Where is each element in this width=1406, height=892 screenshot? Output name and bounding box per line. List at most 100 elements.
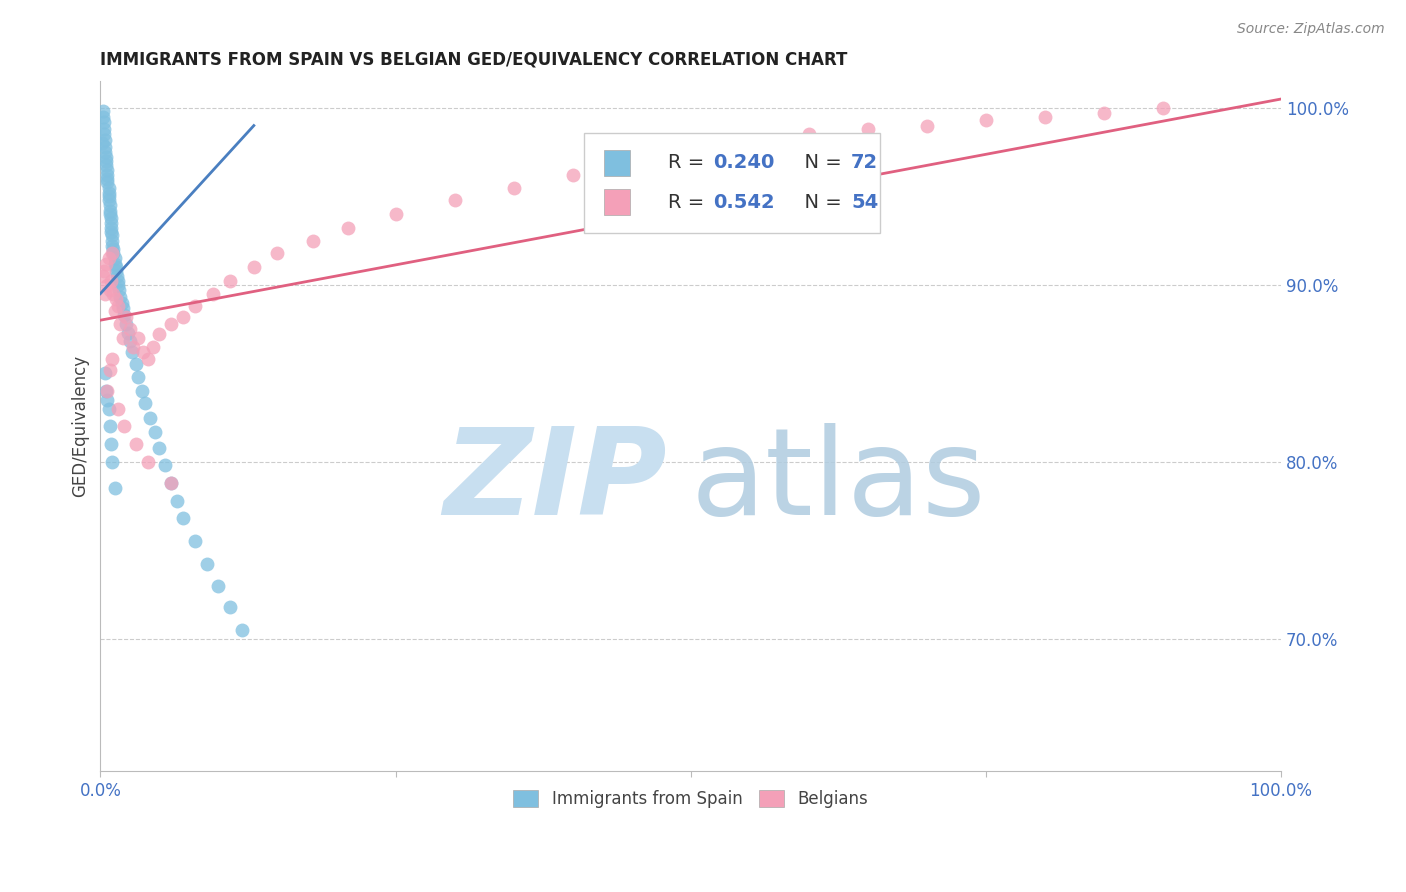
Point <box>207 579 229 593</box>
Point <box>112 419 135 434</box>
Point <box>160 317 183 331</box>
Point <box>90 136 112 151</box>
Point <box>201 286 224 301</box>
Point <box>100 216 122 230</box>
Point <box>738 136 761 151</box>
Text: 0.542: 0.542 <box>713 193 775 211</box>
Point <box>103 304 125 318</box>
Point <box>100 221 122 235</box>
Point <box>266 246 288 260</box>
Bar <box>605 150 630 176</box>
Point <box>91 104 114 119</box>
Point <box>103 243 125 257</box>
Text: 0.240: 0.240 <box>713 153 775 172</box>
Point <box>974 113 997 128</box>
Point <box>127 369 149 384</box>
Point <box>97 186 120 200</box>
Point <box>100 211 122 225</box>
Point <box>103 252 125 266</box>
Point <box>1092 106 1115 120</box>
Point <box>117 326 139 340</box>
Point <box>384 207 406 221</box>
Point <box>172 310 194 324</box>
Point <box>96 392 118 407</box>
Point <box>195 558 218 572</box>
Text: 72: 72 <box>851 153 879 172</box>
Point <box>121 345 143 359</box>
Point <box>219 274 242 288</box>
Text: 54: 54 <box>851 193 879 211</box>
Point <box>103 246 125 260</box>
Point <box>184 299 207 313</box>
Point <box>96 277 118 292</box>
Point <box>94 133 117 147</box>
Point <box>107 401 129 416</box>
Point <box>101 352 124 367</box>
Point <box>93 263 115 277</box>
Text: R =: R = <box>668 193 710 211</box>
Point <box>103 286 125 301</box>
Point <box>104 260 127 274</box>
Point <box>97 252 120 266</box>
Point <box>96 257 118 271</box>
Text: N =: N = <box>792 193 848 211</box>
Point <box>797 128 820 142</box>
Point <box>104 292 127 306</box>
Point <box>143 425 166 439</box>
Point <box>155 458 177 473</box>
Point <box>148 327 170 342</box>
Point <box>110 290 132 304</box>
Point <box>231 623 253 637</box>
Point <box>337 221 360 235</box>
Point <box>111 301 134 315</box>
Point <box>915 119 938 133</box>
Y-axis label: GED/Equivalency: GED/Equivalency <box>72 355 89 498</box>
Text: N =: N = <box>792 153 848 172</box>
Point <box>96 153 118 168</box>
Point <box>94 286 117 301</box>
Text: Source: ZipAtlas.com: Source: ZipAtlas.com <box>1237 22 1385 37</box>
Point <box>110 295 132 310</box>
Point <box>502 180 524 194</box>
Point <box>91 268 114 283</box>
Point <box>94 140 117 154</box>
Point <box>101 455 124 469</box>
Point <box>98 419 121 434</box>
Text: R =: R = <box>668 153 710 172</box>
Point <box>93 115 115 129</box>
Text: IMMIGRANTS FROM SPAIN VS BELGIAN GED/EQUIVALENCY CORRELATION CHART: IMMIGRANTS FROM SPAIN VS BELGIAN GED/EQU… <box>100 51 848 69</box>
Point <box>94 145 117 160</box>
Point <box>98 363 121 377</box>
Point <box>101 234 124 248</box>
Point <box>127 331 149 345</box>
Point <box>166 493 188 508</box>
FancyBboxPatch shape <box>585 133 880 233</box>
Point <box>148 441 170 455</box>
Point <box>679 145 702 160</box>
Point <box>100 437 122 451</box>
Point <box>561 168 583 182</box>
Point <box>302 234 325 248</box>
Point <box>96 175 118 189</box>
Point <box>125 358 148 372</box>
Point <box>97 189 120 203</box>
Point <box>104 263 127 277</box>
Point <box>1152 101 1174 115</box>
Point <box>96 157 118 171</box>
Point <box>97 193 120 207</box>
Text: ZIP: ZIP <box>443 423 666 540</box>
Point <box>98 198 121 212</box>
Text: atlas: atlas <box>690 423 986 540</box>
Point <box>101 246 124 260</box>
Point <box>107 274 129 288</box>
Point <box>96 384 118 398</box>
Point <box>100 274 122 288</box>
Point <box>93 128 115 142</box>
Point <box>142 340 165 354</box>
Point <box>125 437 148 451</box>
Point <box>108 283 131 297</box>
Point <box>107 299 129 313</box>
Point <box>101 228 124 243</box>
Point <box>118 334 141 349</box>
Point <box>96 171 118 186</box>
